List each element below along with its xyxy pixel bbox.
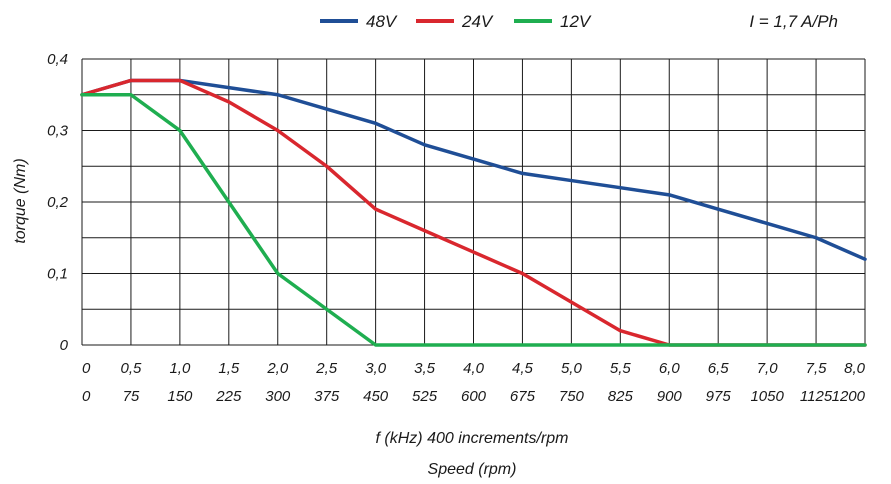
x-tick-label: 3,5	[414, 360, 436, 377]
y-tick-labels: 0 0,1 0,2 0,3 0,4	[47, 51, 69, 354]
legend-label-48V: 48V	[366, 12, 398, 31]
x-tick-label-rpm: 600	[461, 388, 487, 405]
x-tick-label-rpm: 450	[363, 388, 389, 405]
x-tick-label: 6,0	[659, 360, 681, 377]
x-tick-label: 4,0	[463, 360, 485, 377]
legend: 48V 24V 12V	[320, 12, 592, 31]
x-tick-label: 0	[82, 360, 91, 377]
x-tick-label: 2,5	[315, 360, 338, 377]
x-tick-label-rpm: 75	[123, 388, 140, 405]
x-tick-label: 5,0	[561, 360, 583, 377]
x-tick-label: 8,0	[844, 360, 866, 377]
x-tick-label: 7,0	[757, 360, 779, 377]
x-tick-labels: 0 0,5 1,0 1,5 2,0 2,5 3,0 3,5 4,0 4,5 5,0 5,5 6,0 6,5…	[82, 360, 866, 377]
x-tick-labels-rpm: 0 75 150 225 300 375 450 525 600 675 750 825 900 975 1…	[82, 388, 866, 405]
y-tick-label: 0,4	[47, 51, 68, 68]
annotation-current: I = 1,7 A/Ph	[749, 12, 838, 31]
x-tick-label-rpm: 375	[314, 388, 340, 405]
x-tick-label-rpm: 150	[167, 388, 193, 405]
x-tick-label: 2,0	[266, 360, 289, 377]
x-tick-label: 0,5	[121, 360, 143, 377]
x-tick-label-rpm: 1200	[832, 388, 866, 405]
y-tick-label: 0,1	[47, 266, 68, 283]
x-tick-label: 5,5	[610, 360, 632, 377]
x-tick-label: 1,0	[169, 360, 191, 377]
y-axis-label: torque (Nm)	[12, 158, 29, 243]
x-tick-label: 1,5	[218, 360, 240, 377]
x-tick-label-rpm: 525	[412, 388, 438, 405]
legend-label-12V: 12V	[560, 12, 592, 31]
x-tick-label-rpm: 900	[657, 388, 683, 405]
x-tick-label: 7,5	[806, 360, 828, 377]
x-tick-label-rpm: 675	[510, 388, 536, 405]
x-tick-label-rpm: 975	[706, 388, 732, 405]
x-tick-label: 3,0	[365, 360, 387, 377]
series-lines	[80, 78, 867, 347]
x-tick-label-rpm: 1050	[750, 388, 784, 405]
x-tick-label-rpm: 1125	[800, 388, 833, 405]
y-tick-label: 0	[60, 337, 69, 354]
x-tick-label-rpm: 750	[559, 388, 585, 405]
x-axis-label: f (kHz) 400 increments/rpm	[376, 430, 569, 447]
x-tick-label-rpm: 225	[215, 388, 242, 405]
x-axis-label-speed: Speed (rpm)	[428, 461, 517, 478]
y-tick-label: 0,2	[47, 194, 69, 211]
x-tick-label-rpm: 825	[608, 388, 634, 405]
series-line-48V	[80, 78, 867, 261]
legend-label-24V: 24V	[461, 12, 494, 31]
x-tick-label: 4,5	[512, 360, 534, 377]
x-tick-label-rpm: 300	[265, 388, 291, 405]
x-tick-label: 6,5	[708, 360, 730, 377]
series-line-12V	[80, 93, 867, 347]
grid	[81, 58, 866, 346]
y-tick-label: 0,3	[47, 123, 69, 140]
x-tick-label-rpm: 0	[82, 388, 91, 405]
